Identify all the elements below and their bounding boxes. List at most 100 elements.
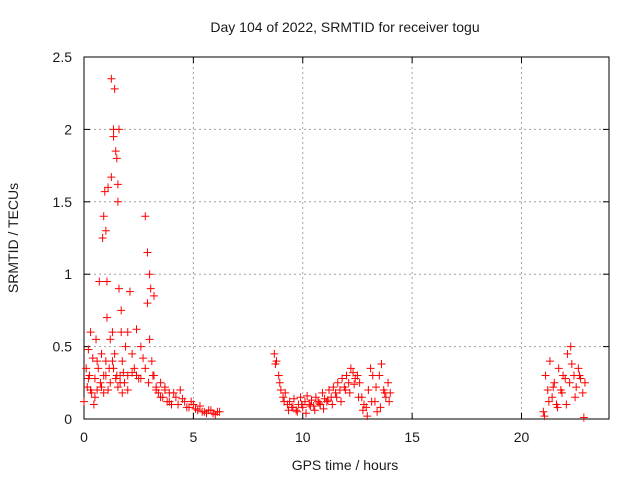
data-point: [121, 342, 130, 351]
data-point: [380, 388, 389, 397]
data-point: [148, 371, 157, 380]
data-point: [305, 400, 314, 409]
data-point: [540, 412, 549, 421]
data-point: [98, 234, 107, 242]
data-point: [353, 371, 362, 380]
data-point: [111, 147, 120, 156]
data-point: [281, 388, 290, 397]
data-point: [106, 378, 115, 387]
data-point: [195, 401, 204, 410]
data-point: [97, 383, 106, 392]
data-point: [99, 388, 108, 397]
data-point: [113, 197, 122, 206]
data-point: [132, 371, 141, 380]
data-point: [102, 277, 111, 286]
data-point: [341, 386, 350, 395]
x-tick-label: 0: [80, 429, 88, 445]
data-point: [541, 371, 550, 380]
data-point: [303, 391, 312, 400]
data-point: [563, 349, 572, 358]
data-point: [358, 406, 367, 415]
data-point: [99, 212, 108, 221]
data-point: [550, 378, 559, 387]
data-point: [82, 364, 91, 373]
data-point: [118, 388, 127, 397]
data-point: [548, 393, 557, 402]
data-point: [169, 388, 178, 397]
data-point: [545, 357, 554, 366]
data-point: [182, 403, 191, 412]
data-point: [337, 397, 346, 406]
data-point: [109, 132, 118, 141]
data-point: [323, 396, 332, 405]
data-point: [101, 371, 110, 380]
data-point: [107, 74, 116, 83]
x-axis-label: GPS time / hours: [292, 457, 399, 473]
data-point: [110, 349, 119, 358]
grid-lines: [84, 57, 609, 419]
data-point: [123, 328, 132, 337]
data-point: [364, 386, 373, 395]
data-point: [363, 412, 372, 421]
data-point: [575, 371, 584, 380]
data-point: [130, 364, 139, 373]
data-point: [376, 403, 385, 412]
data-point: [539, 407, 548, 416]
data-point: [90, 393, 99, 402]
data-point: [150, 291, 158, 300]
data-point: [128, 349, 137, 358]
data-point: [297, 400, 306, 409]
data-point: [104, 183, 113, 192]
data-point: [381, 393, 390, 402]
data-point: [128, 368, 137, 377]
data-point: [562, 400, 571, 409]
data-point: [118, 357, 127, 366]
data-point: [213, 407, 222, 416]
data-point: [290, 394, 298, 403]
axis-ticks: 0 5 10 15 20 0 0.5 1 1.5 2 2.5: [53, 49, 609, 445]
data-point: [147, 357, 156, 366]
data-point: [331, 388, 340, 397]
data-point: [109, 364, 118, 373]
data-point: [88, 354, 97, 363]
data-point: [346, 364, 355, 373]
y-tick-label: 1.5: [53, 194, 73, 210]
data-point: [554, 364, 563, 373]
data-point: [342, 371, 351, 380]
data-point: [120, 378, 129, 387]
data-point: [377, 359, 386, 368]
data-point: [111, 374, 120, 383]
data-point: [579, 413, 588, 422]
data-point: [145, 335, 154, 344]
data-point: [293, 407, 302, 416]
data-point: [160, 383, 169, 392]
data-point: [366, 364, 375, 373]
data-point: [191, 404, 200, 413]
data-point: [117, 306, 126, 315]
data-point: [115, 125, 123, 134]
data-point: [112, 154, 121, 163]
data-point: [100, 187, 109, 196]
data-point: [549, 383, 558, 392]
data-point: [288, 403, 297, 412]
y-axis-label: SRMTID / TECUs: [5, 183, 21, 293]
data-point: [193, 406, 202, 415]
x-tick-label: 5: [189, 429, 197, 445]
data-point: [284, 406, 293, 415]
data-point: [329, 383, 338, 392]
x-tick-label: 15: [404, 429, 420, 445]
data-point: [578, 388, 587, 397]
data-point: [141, 364, 150, 373]
data-point: [97, 349, 106, 358]
data-point: [561, 374, 570, 383]
data-point: [322, 397, 331, 406]
data-point: [553, 403, 562, 412]
y-tick-label: 2.5: [53, 49, 73, 65]
data-point: [280, 397, 289, 406]
data-point: [176, 386, 185, 395]
data-point: [384, 378, 393, 387]
data-point: [316, 400, 325, 409]
data-point: [373, 407, 382, 416]
data-point: [572, 383, 581, 392]
data-point: [311, 393, 320, 402]
